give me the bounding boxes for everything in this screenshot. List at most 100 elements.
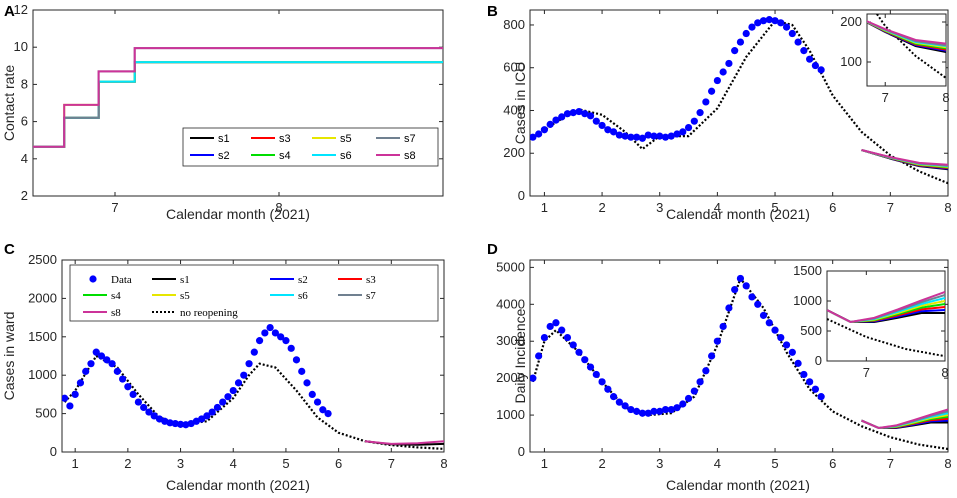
- panel-c-xtick-label: 8: [440, 456, 447, 471]
- data-point: [794, 359, 802, 367]
- data-point: [198, 415, 206, 423]
- data-point: [627, 405, 635, 414]
- data-point: [308, 390, 316, 398]
- data-point: [667, 405, 675, 414]
- data-point: [586, 363, 595, 371]
- data-point: [282, 337, 290, 345]
- data-point: [656, 407, 664, 415]
- data-point: [313, 398, 322, 406]
- data-point: [586, 112, 595, 120]
- data-point: [113, 367, 121, 375]
- data-point: [782, 23, 791, 31]
- panel-c-xtick-label: 5: [282, 456, 289, 471]
- data-point: [800, 370, 808, 379]
- data-point: [563, 110, 572, 118]
- data-point: [535, 352, 543, 360]
- panel-c-xtick-label: 7: [388, 456, 395, 471]
- data-point: [684, 394, 693, 403]
- data-point: [604, 385, 612, 393]
- data-point: [679, 128, 687, 136]
- data-point: [324, 410, 332, 418]
- panel-d-inset-ytick-label: 500: [800, 323, 822, 338]
- data-point: [97, 352, 106, 360]
- data-point: [633, 133, 641, 141]
- data-point: [575, 107, 583, 116]
- panel-b-ylabel: Cases in ICU: [512, 62, 528, 144]
- panel-d-ytick-label: 3000: [496, 333, 525, 348]
- data-point: [546, 120, 554, 128]
- data-point: [621, 132, 629, 140]
- data-point: [575, 348, 583, 356]
- data-point: [261, 329, 269, 337]
- panel-d-inset-xtick-label: 8: [941, 365, 948, 380]
- data-point: [171, 419, 179, 428]
- data-point: [229, 386, 237, 395]
- data-point: [592, 117, 600, 125]
- panel-d-ytick-label: 5000: [496, 259, 525, 274]
- data-point: [71, 390, 79, 398]
- data-point: [176, 420, 185, 428]
- legend-label: s2: [298, 274, 308, 286]
- data-point: [569, 109, 577, 117]
- panel-d-xtick-label: 3: [656, 456, 663, 471]
- legend-label: Data: [111, 274, 132, 286]
- inset-scenario-s8: [827, 291, 945, 324]
- panel-b-ytick-label: 400: [503, 102, 525, 117]
- panel-d-inset-ytick-label: 1500: [793, 263, 822, 278]
- data-point: [203, 412, 211, 420]
- panel-c-xtick-label: 6: [335, 456, 342, 471]
- data-point: [535, 130, 543, 138]
- panel-b-inset-series: [867, 14, 946, 79]
- data-point: [800, 47, 808, 55]
- data-point: [673, 404, 681, 412]
- panel-c-ylabel: Cases in ward: [1, 312, 17, 401]
- panel-b-ytick-label: 0: [518, 188, 525, 203]
- panel-d-inset-ytick-label: 0: [815, 353, 822, 368]
- data-point: [719, 322, 727, 331]
- panel-d-xtick-label: 1: [541, 456, 548, 471]
- data-point: [817, 393, 825, 401]
- legend-label: s7: [366, 290, 376, 302]
- panel-d-ytick-label: 4000: [496, 296, 525, 311]
- legend-label-s3: s3: [279, 133, 291, 145]
- scenario-s8: [364, 440, 444, 445]
- data-point: [530, 133, 537, 141]
- data-point: [558, 326, 566, 334]
- data-point: [581, 110, 589, 118]
- data-point: [708, 87, 716, 95]
- data-point: [140, 403, 148, 412]
- panel-b-xtick-label: 5: [771, 200, 778, 215]
- data-point: [690, 387, 698, 395]
- panel-b-xlabel: Calendar month (2021): [666, 206, 810, 222]
- data-point: [108, 360, 116, 368]
- data-point: [292, 356, 301, 364]
- data-point: [771, 326, 779, 334]
- data-point: [87, 360, 95, 368]
- legend-box: [182, 127, 439, 167]
- panel-b-inset-xtick-label: 8: [942, 90, 949, 105]
- legend-label: s3: [366, 274, 376, 286]
- data-point: [569, 341, 577, 349]
- panel-b-inset-ytick-label: 200: [840, 14, 862, 29]
- data-point: [76, 379, 85, 387]
- data-point: [794, 38, 802, 46]
- data-point: [661, 405, 670, 414]
- panel-b-ytick-label: 600: [503, 60, 525, 75]
- data-point: [552, 116, 560, 124]
- panel-c-ytick-label: 1000: [28, 367, 57, 382]
- data-point: [684, 123, 693, 132]
- data-point: [129, 390, 137, 398]
- data-point: [610, 128, 618, 136]
- data-point: [598, 121, 606, 130]
- data-point: [62, 394, 69, 402]
- panel-b-ytick-label: 200: [503, 145, 525, 160]
- data-point: [673, 130, 681, 138]
- legend-label-s7: s7: [404, 133, 416, 145]
- data-point: [754, 19, 762, 27]
- panel-c-xtick-label: 1: [72, 456, 79, 471]
- data-point: [759, 17, 768, 25]
- data-point: [615, 398, 623, 406]
- panel-b-series: [530, 16, 948, 185]
- data-point: [82, 367, 90, 375]
